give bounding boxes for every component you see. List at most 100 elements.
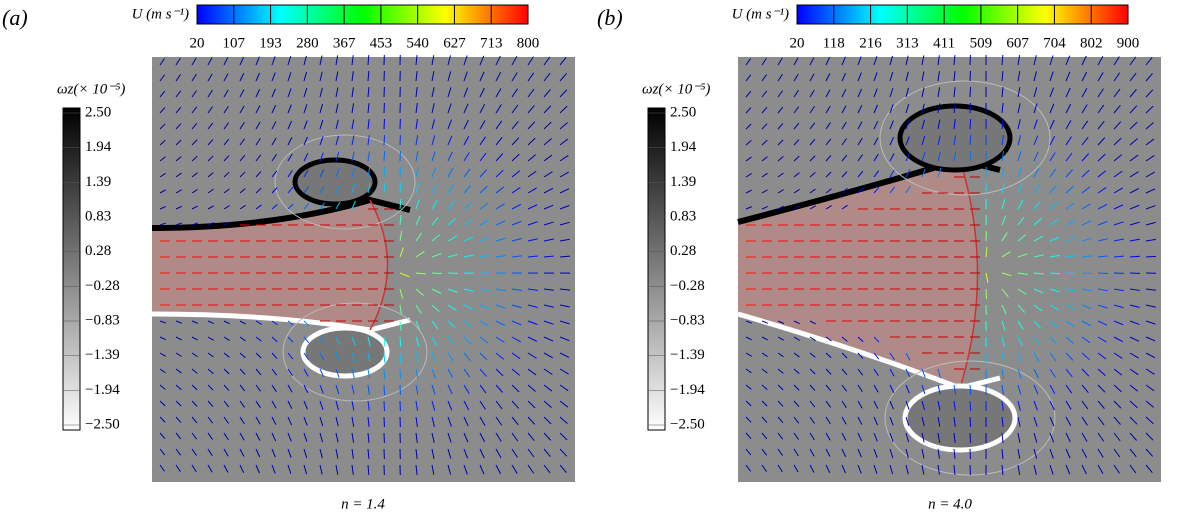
- velocity-vector: [495, 120, 503, 130]
- velocity-vector: [1033, 184, 1040, 194]
- velocity-vector: [255, 384, 262, 392]
- velocity-vector: [1065, 237, 1076, 242]
- velocity-vector: [1033, 352, 1040, 362]
- velocity-vector: [745, 173, 752, 178]
- velocity-vector: [415, 103, 418, 114]
- velocity-vector: [953, 135, 956, 146]
- velocity-vector: [921, 384, 926, 394]
- colorbar-tick-label: 118: [823, 35, 845, 51]
- colorbar-tick-label: 107: [223, 35, 246, 51]
- velocity-vector: [1017, 400, 1021, 411]
- velocity-vector: [857, 137, 863, 146]
- velocity-vector: [1113, 416, 1121, 425]
- velocity-vector: [559, 188, 570, 194]
- velocity-vector: [431, 119, 436, 130]
- velocity-vector: [1033, 288, 1044, 294]
- velocity-vector: [1017, 464, 1021, 475]
- velocity-vector: [1145, 336, 1156, 342]
- velocity-vector: [431, 384, 436, 395]
- velocity-vector: [841, 121, 847, 130]
- velocity-vector: [559, 304, 570, 308]
- velocity-vector: [1001, 54, 1004, 66]
- velocity-vector: [543, 56, 551, 66]
- velocity-vector: [463, 400, 470, 411]
- velocity-vector: [921, 368, 926, 378]
- colorbar-tick-label: 453: [370, 35, 393, 51]
- velocity-vector: [543, 352, 554, 359]
- velocity-vector: [191, 90, 197, 98]
- velocity-vector: [351, 87, 354, 98]
- velocity-vector: [889, 400, 894, 410]
- velocity-vector: [761, 205, 769, 210]
- velocity-vector: [415, 232, 423, 242]
- velocity-vector: [415, 151, 419, 162]
- velocity-vector: [841, 464, 846, 474]
- velocity-vector: [1065, 152, 1073, 162]
- velocity-vector: [1145, 352, 1156, 359]
- velocity-vector: [351, 184, 356, 194]
- velocity-vector: [159, 74, 166, 82]
- velocity-vector: [527, 56, 534, 66]
- velocity-vector: [191, 57, 197, 66]
- velocity-vector: [335, 119, 339, 130]
- velocity-vector: [303, 400, 308, 410]
- velocity-vector: [905, 400, 910, 410]
- velocity-vector: [761, 57, 767, 66]
- velocity-vector: [367, 448, 370, 459]
- velocity-vector: [335, 55, 339, 66]
- velocity-vector: [889, 71, 894, 82]
- velocity-vector: [777, 368, 784, 374]
- velocity-vector: [399, 320, 402, 332]
- velocity-vector: [415, 416, 418, 427]
- velocity-vector: [1145, 288, 1156, 291]
- velocity-vector: [1113, 154, 1123, 162]
- velocity-vector: [447, 119, 452, 130]
- velocity-vector: [1145, 138, 1155, 146]
- velocity-vector: [175, 189, 182, 194]
- velocity-vector: [1097, 56, 1104, 66]
- velocity-vector: [255, 448, 261, 458]
- velocity-vector: [447, 201, 455, 210]
- velocity-vector: [463, 201, 472, 210]
- velocity-vector: [175, 320, 183, 324]
- velocity-vector: [543, 204, 554, 210]
- velocity-vector: [319, 87, 323, 98]
- velocity-vector: [1097, 203, 1108, 210]
- velocity-vector: [271, 121, 277, 130]
- velocity-vector: [335, 135, 340, 146]
- velocity-vector: [953, 400, 956, 411]
- velocity-vector: [1017, 103, 1021, 114]
- velocity-vector: [495, 55, 501, 66]
- velocity-vector: [223, 464, 229, 473]
- colorbar-tick-label: 1.39: [670, 174, 696, 190]
- velocity-vector: [271, 72, 276, 82]
- velocity-vector: [431, 200, 438, 210]
- velocity-vector: [1081, 352, 1090, 360]
- velocity-vector: [921, 55, 925, 66]
- velocity-vector: [431, 183, 437, 194]
- velocity-vector: [399, 198, 402, 210]
- velocity-vector: [463, 384, 470, 394]
- velocity-vector: [527, 238, 538, 242]
- velocity-vector: [1097, 72, 1104, 82]
- velocity-vector: [1033, 304, 1043, 312]
- velocity-vector: [191, 352, 198, 358]
- velocity-vector: [793, 172, 800, 178]
- velocity-vector: [287, 186, 294, 194]
- velocity-vector: [937, 400, 941, 411]
- velocity-vector: [1033, 416, 1038, 427]
- velocity-vector: [761, 172, 768, 178]
- velocity-vector: [873, 187, 880, 194]
- velocity-vector: [1065, 384, 1073, 394]
- velocity-vector: [191, 73, 197, 82]
- velocity-vector: [745, 74, 752, 82]
- velocity-vector: [1097, 304, 1108, 309]
- velocity-vector: [1001, 135, 1004, 146]
- velocity-vector: [223, 384, 230, 391]
- velocity-vector: [511, 72, 518, 82]
- velocity-vector: [399, 272, 410, 278]
- velocity-vector: [1097, 432, 1105, 442]
- velocity-vector: [207, 172, 214, 178]
- velocity-vector: [207, 368, 214, 375]
- velocity-vector: [447, 151, 453, 162]
